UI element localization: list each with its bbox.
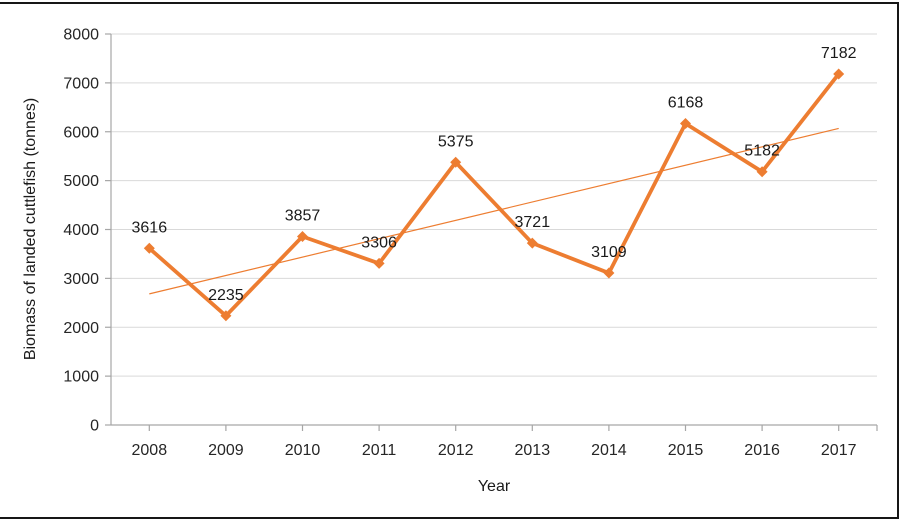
x-tick-label: 2011 (362, 442, 397, 459)
series-line (147, 72, 841, 318)
x-tick-label: 2015 (668, 442, 704, 459)
data-point-marker (680, 118, 691, 130)
y-axis-title: Biomass of landed cuttlefish (tonnes) (22, 97, 39, 361)
y-tick-label: 5000 (63, 173, 99, 190)
y-tick-label: 7000 (63, 75, 99, 92)
data-label: 3109 (591, 244, 627, 261)
y-tick-label: 0 (90, 418, 99, 435)
x-tick-label: 2013 (515, 442, 551, 459)
y-tick-label: 4000 (63, 222, 99, 239)
data-point-marker (526, 237, 538, 249)
data-label: 3721 (515, 214, 551, 231)
x-tick-label: 2016 (744, 442, 780, 459)
x-tick-label: 2012 (438, 442, 474, 459)
data-label: 2235 (208, 287, 244, 304)
y-tick-label: 3000 (63, 271, 99, 288)
y-tick-label: 1000 (63, 369, 99, 386)
data-point-marker (143, 242, 155, 254)
data-label: 7182 (821, 45, 857, 62)
data-point-marker (756, 166, 768, 178)
x-tick-label: 2009 (208, 442, 244, 459)
data-label: 6168 (668, 95, 704, 112)
y-tick-label: 2000 (63, 320, 99, 337)
y-tick-label: 6000 (63, 124, 99, 141)
x-tick-label: 2017 (821, 442, 857, 459)
data-label: 5182 (744, 143, 780, 160)
data-point-marker (220, 310, 232, 322)
x-tick-label: 2010 (285, 442, 321, 459)
data-label: 3306 (361, 234, 397, 251)
data-label: 3616 (132, 219, 168, 236)
data-point-marker (450, 156, 462, 168)
data-point-marker (297, 230, 308, 242)
y-tick-label: 8000 (63, 27, 99, 44)
x-tick-label: 2008 (132, 442, 168, 459)
x-tick-label: 2014 (591, 442, 627, 459)
data-point-marker (373, 257, 385, 269)
x-axis-title: Year (477, 478, 511, 495)
data-label: 3857 (285, 207, 321, 224)
data-point-marker (833, 68, 845, 80)
trendline (149, 127, 839, 295)
data-label: 5375 (438, 133, 474, 150)
data-point-marker (603, 267, 615, 279)
